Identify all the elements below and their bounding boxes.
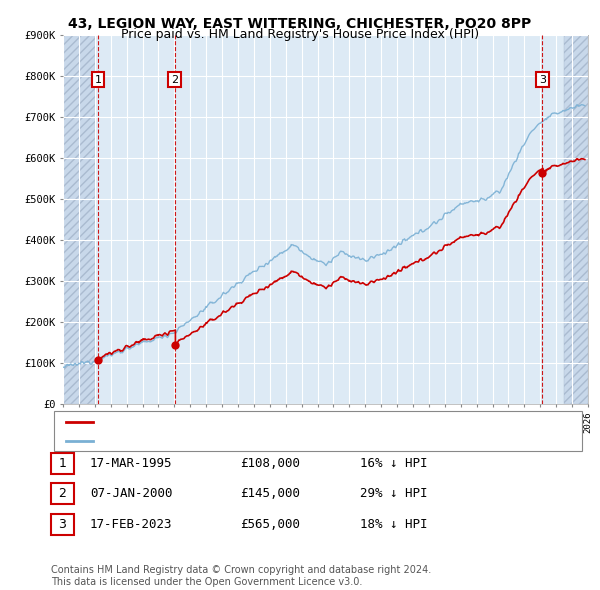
Text: 43, LEGION WAY, EAST WITTERING, CHICHESTER, PO20 8PP (detached house): 43, LEGION WAY, EAST WITTERING, CHICHEST…	[99, 417, 532, 427]
Text: 2: 2	[58, 487, 67, 500]
Text: 07-JAN-2000: 07-JAN-2000	[90, 487, 173, 500]
Text: 17-MAR-1995: 17-MAR-1995	[90, 457, 173, 470]
Text: 29% ↓ HPI: 29% ↓ HPI	[360, 487, 427, 500]
Text: 18% ↓ HPI: 18% ↓ HPI	[360, 518, 427, 531]
Text: 3: 3	[58, 518, 67, 531]
Text: £108,000: £108,000	[240, 457, 300, 470]
Text: 17-FEB-2023: 17-FEB-2023	[90, 518, 173, 531]
Text: 3: 3	[539, 75, 546, 84]
Text: 1: 1	[58, 457, 67, 470]
Text: £565,000: £565,000	[240, 518, 300, 531]
Text: 1: 1	[95, 75, 101, 84]
Text: Price paid vs. HM Land Registry's House Price Index (HPI): Price paid vs. HM Land Registry's House …	[121, 28, 479, 41]
Text: Contains HM Land Registry data © Crown copyright and database right 2024.
This d: Contains HM Land Registry data © Crown c…	[51, 565, 431, 587]
Text: £145,000: £145,000	[240, 487, 300, 500]
Text: 43, LEGION WAY, EAST WITTERING, CHICHESTER, PO20 8PP: 43, LEGION WAY, EAST WITTERING, CHICHEST…	[68, 17, 532, 31]
Text: HPI: Average price, detached house, Chichester: HPI: Average price, detached house, Chic…	[99, 435, 365, 445]
Text: 2: 2	[171, 75, 178, 84]
Text: 16% ↓ HPI: 16% ↓ HPI	[360, 457, 427, 470]
